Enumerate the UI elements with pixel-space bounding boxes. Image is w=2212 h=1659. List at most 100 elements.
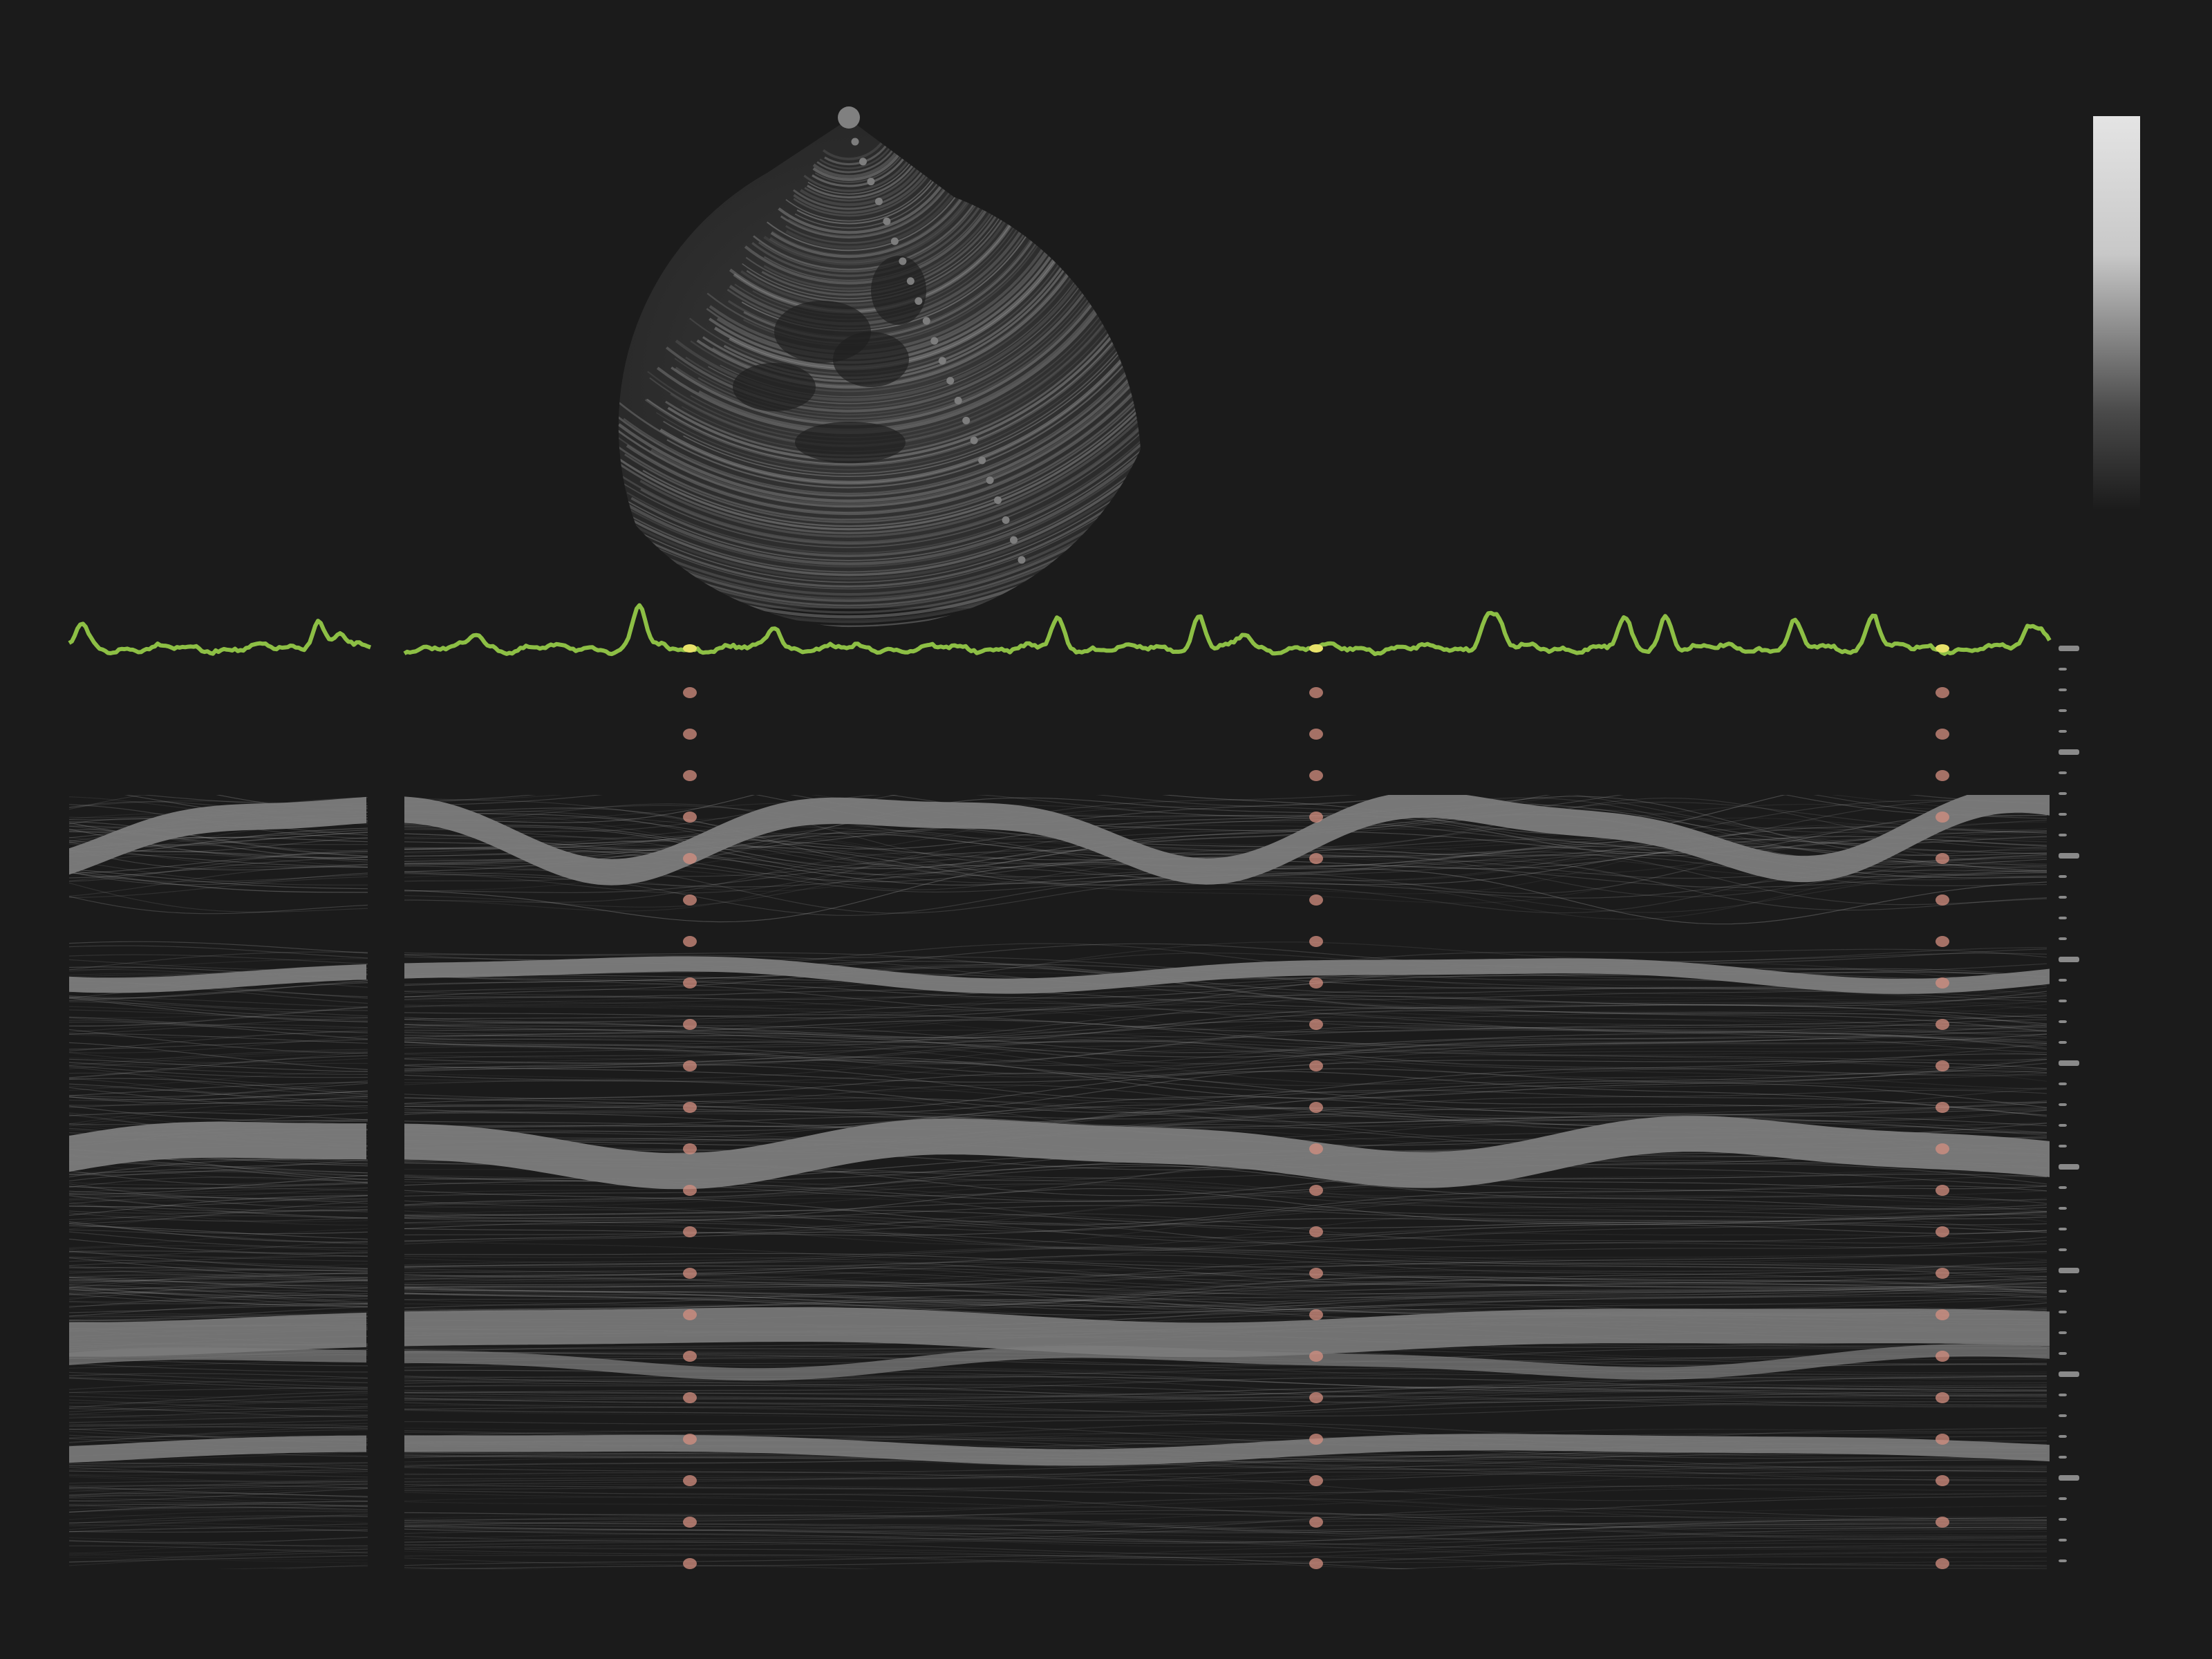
- mmode-wall-band: [69, 964, 366, 993]
- sector-echo-arc: [618, 299, 1141, 485]
- mmode-strand: [69, 1065, 368, 1078]
- mmode-strand: [404, 1450, 2047, 1465]
- time-marker-1[interactable]: [683, 687, 697, 1569]
- mmode-strand: [69, 1304, 368, 1313]
- mmode-strand: [69, 1497, 368, 1508]
- mmode-strand: [404, 1266, 2047, 1295]
- probe-icon[interactable]: [838, 106, 860, 129]
- depth-tick-minor: [2059, 1207, 2067, 1210]
- mmode-strand: [404, 1286, 2047, 1307]
- mmode-strand: [404, 1102, 2047, 1120]
- mmode-strand: [404, 1526, 2047, 1545]
- mmode-strand: [69, 1228, 368, 1248]
- time-markers[interactable]: [683, 687, 1949, 1569]
- depth-tick-minor: [2059, 1290, 2067, 1293]
- depth-tick-major: [2059, 1060, 2079, 1066]
- mmode-strand: [404, 1400, 2047, 1418]
- mmode-strand: [69, 1238, 368, 1254]
- mmode-strand: [69, 1229, 368, 1245]
- mmode-strand: [69, 1528, 368, 1533]
- mmode-strand: [69, 1276, 368, 1282]
- time-marker-3[interactable]: [1936, 687, 1949, 1569]
- mmode-strand: [404, 1027, 2047, 1063]
- depth-tick-minor: [2059, 1456, 2067, 1459]
- mmode-strand: [69, 1206, 368, 1219]
- mmode-strand: [69, 1006, 368, 1027]
- mmode-strand: [404, 1002, 2047, 1029]
- mmode-strand: [69, 783, 368, 790]
- mmode-strand: [404, 987, 2047, 1011]
- mmode-strand: [69, 1278, 368, 1284]
- scanline-dot: [946, 377, 955, 385]
- mmode-strand: [69, 1009, 368, 1021]
- mmode-strand: [404, 1427, 2047, 1445]
- mmode-strand: [404, 1399, 2047, 1422]
- mmode-strand: [69, 1476, 368, 1484]
- sector-echo-arc: [709, 221, 1072, 364]
- mmode-strand: [404, 1387, 2047, 1400]
- mmode-strand: [69, 1250, 368, 1257]
- mmode-strand: [69, 1463, 368, 1470]
- time-marker-dot: [1309, 936, 1323, 947]
- mmode-strand: [69, 876, 368, 898]
- mmode-strand: [69, 1183, 368, 1208]
- mmode-strand: [69, 1509, 368, 1513]
- depth-tick-minor: [2059, 1539, 2067, 1541]
- mmode-strand: [404, 1071, 2047, 1116]
- mmode-strand: [69, 1548, 368, 1563]
- mmode-epicardium-band: [404, 1434, 2050, 1466]
- mmode-strand: [69, 1469, 368, 1473]
- mmode-strand: [404, 1528, 2047, 1539]
- ultrasound-sector-icon: [618, 119, 1141, 628]
- time-marker-dot: [1309, 1517, 1323, 1528]
- mmode-strand: [69, 1185, 368, 1202]
- sector-echo-arc: [618, 317, 1141, 583]
- mmode-strand: [69, 1091, 368, 1108]
- mmode-strand: [69, 1174, 368, 1194]
- time-marker-dot: [683, 1434, 697, 1445]
- scanline-dot: [994, 496, 1002, 505]
- sector-chamber: [833, 332, 909, 387]
- mmode-strand: [404, 1035, 2047, 1070]
- mmode-strand: [404, 1050, 2047, 1092]
- mmode-strand: [404, 1197, 2047, 1242]
- mmode-strand: [69, 1082, 368, 1098]
- mmode-strand: [404, 1421, 2047, 1446]
- sector-echo-arc: [655, 296, 1141, 471]
- mmode-strand: [69, 1393, 368, 1404]
- mmode-strand: [69, 1007, 368, 1019]
- mmode-strand: [404, 1246, 2047, 1268]
- mmode-strand: [404, 1458, 2047, 1474]
- mmode-strip-icon[interactable]: [69, 658, 2051, 1581]
- mmode-strand: [69, 1006, 368, 1023]
- mmode-strand: [69, 1463, 368, 1466]
- mmode-strand: [69, 1049, 368, 1066]
- sector-echo-arc: [689, 224, 1082, 375]
- mmode-strand: [404, 1396, 2047, 1410]
- sector-echo-arc: [630, 311, 1141, 558]
- mmode-strand: [404, 1043, 2047, 1086]
- mmode-strand: [69, 1377, 368, 1388]
- sector-echo-arc: [650, 283, 1141, 506]
- sector-echo-arc: [618, 328, 1141, 590]
- mmode-strand: [69, 1311, 368, 1323]
- scanline-dots-icon[interactable]: [851, 138, 1026, 564]
- time-marker-dot: [683, 1558, 697, 1569]
- sector-echo-arc: [792, 157, 932, 210]
- mmode-strand: [216, 1566, 368, 1569]
- time-marker-dot: [683, 1392, 697, 1403]
- time-marker-dot: [1936, 687, 1949, 698]
- mmode-strand: [404, 1206, 2047, 1248]
- mmode-strand: [69, 1474, 368, 1485]
- time-marker-2[interactable]: [1309, 687, 1323, 1569]
- mmode-strand: [69, 1288, 368, 1308]
- sector-echo-arc: [646, 270, 1141, 465]
- mmode-strand: [69, 1555, 368, 1563]
- mmode-strand: [404, 1037, 2047, 1075]
- mmode-strand: [404, 1515, 2047, 1526]
- mmode-strand: [69, 1280, 368, 1291]
- ultrasound-sector-view[interactable]: [505, 106, 1357, 679]
- mmode-strand: [404, 1214, 2047, 1251]
- sector-echo-arc: [709, 216, 1063, 354]
